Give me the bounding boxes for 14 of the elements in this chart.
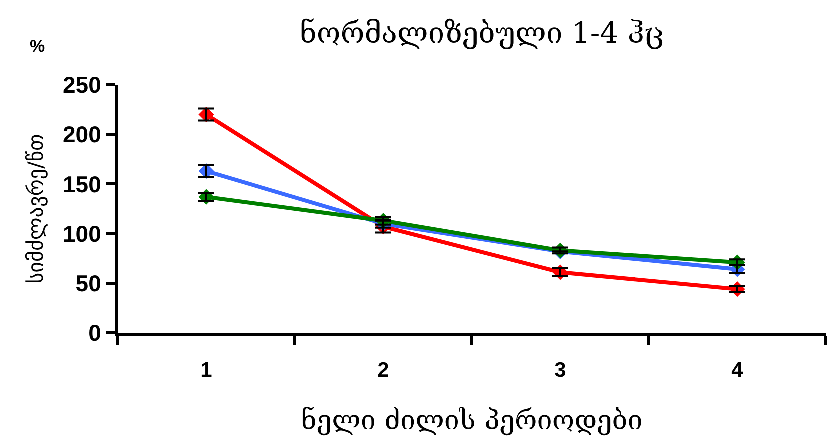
y-tick-label: 0 [88, 320, 102, 346]
x-axis-title: ნელი ძილის პერიოდები [301, 406, 643, 437]
x-tick-label: 2 [378, 359, 390, 382]
x-tick-label: 1 [200, 359, 213, 382]
y-tick-label: 200 [63, 122, 102, 148]
x-tick-label: 4 [732, 359, 744, 382]
x-tick-label: 3 [554, 359, 566, 382]
y-tick-label: 150 [63, 171, 102, 198]
text: % [30, 37, 46, 56]
chart-title: ნორმალიზებული 1-4 ჰც [300, 16, 664, 50]
y-tick-label: 100 [63, 220, 102, 247]
y-axis-title: სიმძლავრე/წთ [24, 134, 48, 284]
y-tick-label: 250 [63, 72, 102, 98]
y-tick-label: 50 [76, 270, 102, 296]
